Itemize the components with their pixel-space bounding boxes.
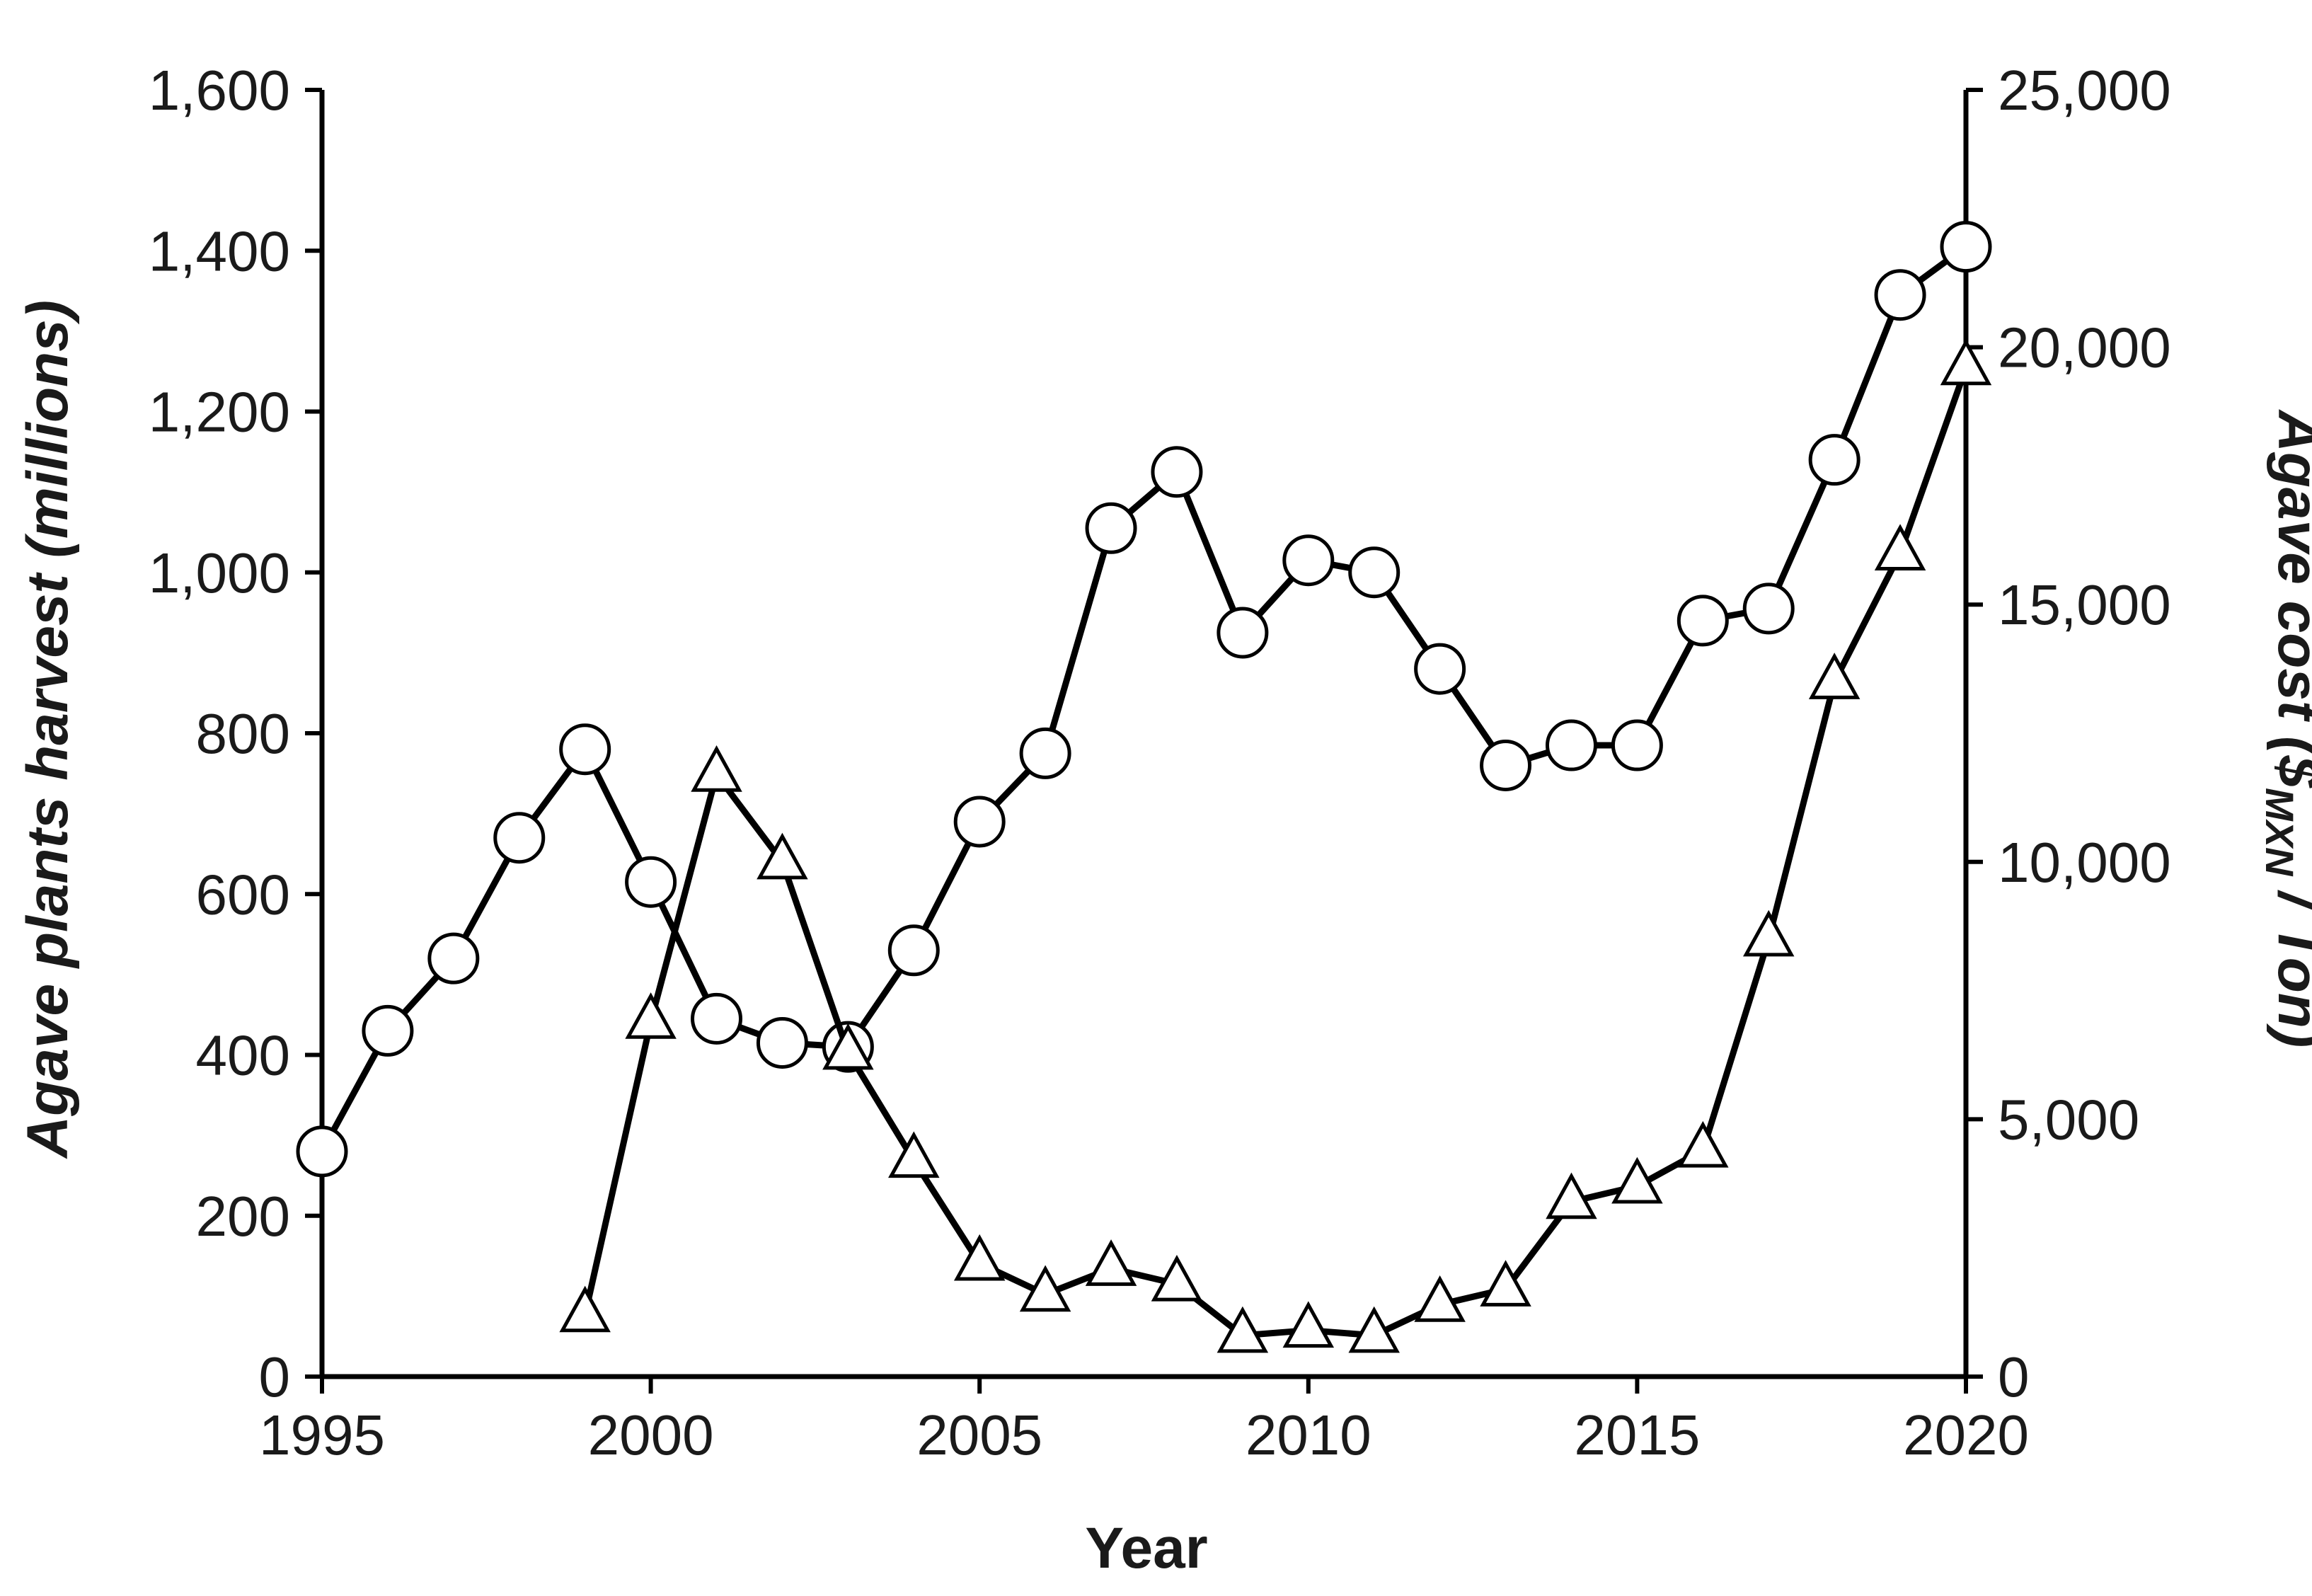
x-tick-label: 1995 xyxy=(259,1403,385,1466)
circle-marker xyxy=(1282,534,1335,587)
circle-marker xyxy=(756,1016,808,1069)
series-cost xyxy=(559,338,1992,1353)
y-left-tick-label: 200 xyxy=(196,1185,290,1248)
x-tick-label: 2010 xyxy=(1246,1403,1371,1466)
triangle-marker xyxy=(1217,1306,1269,1353)
circle-marker xyxy=(559,723,611,776)
triangle-marker xyxy=(1611,1156,1663,1204)
series-harvest xyxy=(296,221,1992,1178)
circle-marker xyxy=(625,856,677,908)
triangle-marker xyxy=(1414,1275,1466,1322)
circle-marker xyxy=(1348,546,1401,599)
y-left-tick-label: 400 xyxy=(196,1024,290,1087)
series-layer xyxy=(296,221,1992,1353)
circle-marker xyxy=(1217,607,1269,659)
triangle-marker xyxy=(1874,524,1926,571)
circle-marker xyxy=(362,1004,414,1057)
ticks: 1995 2000 2005 2010 2015 202002004006008001,0… xyxy=(149,59,2171,1466)
triangle-marker xyxy=(757,832,808,880)
x-tick-label: 2015 xyxy=(1574,1403,1700,1466)
y-left-tick-label: 1,200 xyxy=(149,381,290,444)
circle-marker xyxy=(887,924,940,977)
y-right-tick-label: 0 xyxy=(1998,1345,2030,1408)
triangle-marker xyxy=(1019,1265,1071,1312)
circle-marker xyxy=(1545,719,1597,771)
y-left-tick-label: 800 xyxy=(196,702,290,765)
y-left-axis-title: Agave plants harvest (millions) xyxy=(16,300,80,1159)
series-line xyxy=(582,367,1969,1339)
circle-marker xyxy=(493,812,546,864)
circle-marker xyxy=(1808,434,1860,486)
triangle-marker xyxy=(1940,338,1992,386)
circle-marker xyxy=(1151,446,1203,498)
circle-marker xyxy=(427,932,480,984)
y-right-tick-label: 15,000 xyxy=(1998,573,2171,636)
y-left-tick-label: 600 xyxy=(196,863,290,926)
triangle-marker xyxy=(1480,1260,1531,1307)
triangle-marker xyxy=(888,1131,940,1178)
triangle-marker xyxy=(1085,1239,1137,1286)
y-left-tick-label: 0 xyxy=(259,1345,291,1408)
triangle-marker xyxy=(1282,1301,1335,1348)
y-left-tick-label: 1,000 xyxy=(149,541,290,604)
y-right-tick-label: 25,000 xyxy=(1998,59,2171,122)
circle-marker xyxy=(953,796,1006,848)
triangle-marker xyxy=(1151,1254,1203,1302)
y-right-axis-title: Agave cost ($MXN / Ton) xyxy=(2258,409,2312,1048)
triangle-marker xyxy=(559,1285,611,1333)
circle-marker xyxy=(1874,269,1926,321)
triangle-marker xyxy=(1677,1120,1729,1168)
triangle-marker xyxy=(691,745,742,792)
series-line xyxy=(319,243,1968,1154)
circle-marker xyxy=(296,1125,348,1178)
y-right-tick-label: 20,000 xyxy=(1998,316,2171,379)
circle-marker xyxy=(1611,719,1663,771)
triangle-marker xyxy=(625,992,677,1039)
circle-marker xyxy=(1414,643,1466,695)
x-tick-label: 2005 xyxy=(916,1403,1042,1466)
circle-marker xyxy=(1085,502,1137,554)
triangle-marker xyxy=(822,1023,874,1070)
triangle-marker xyxy=(1743,909,1795,957)
triangle-marker xyxy=(953,1234,1006,1281)
y-right-tick-label: 5,000 xyxy=(1998,1088,2139,1151)
circle-marker xyxy=(691,992,743,1045)
y-left-tick-label: 1,400 xyxy=(149,219,290,282)
circle-marker xyxy=(1019,727,1071,779)
x-axis-title: Year xyxy=(1085,1516,1207,1580)
x-tick-label: 2020 xyxy=(1903,1403,2029,1466)
x-tick-label: 2000 xyxy=(588,1403,714,1466)
circle-marker xyxy=(1742,582,1795,635)
y-right-tick-label: 10,000 xyxy=(1998,831,2171,894)
triangle-marker xyxy=(1808,653,1860,699)
triangle-marker xyxy=(1348,1306,1400,1353)
circle-marker xyxy=(1940,221,1992,273)
circle-marker xyxy=(1480,739,1532,791)
triangle-marker xyxy=(1546,1172,1597,1219)
circle-marker xyxy=(1677,595,1729,647)
y-left-tick-label: 1,600 xyxy=(149,59,290,122)
